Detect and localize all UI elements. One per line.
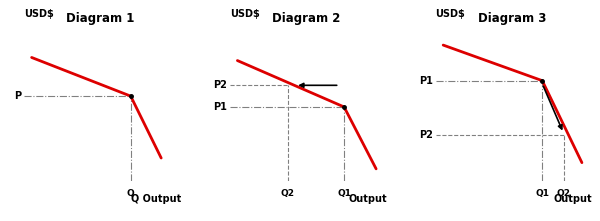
Text: USD$: USD$ (436, 9, 466, 19)
Text: Q1: Q1 (337, 189, 351, 198)
Text: P1: P1 (213, 102, 227, 112)
Text: Q: Q (127, 189, 134, 198)
Text: USD$: USD$ (230, 9, 260, 19)
Title: Diagram 1: Diagram 1 (66, 12, 134, 25)
Title: Diagram 2: Diagram 2 (272, 12, 340, 25)
Text: Q Output: Q Output (131, 194, 181, 204)
Title: Diagram 3: Diagram 3 (478, 12, 546, 25)
Text: P: P (14, 91, 21, 101)
Text: Q2: Q2 (281, 189, 295, 198)
Text: P2: P2 (213, 80, 227, 90)
Text: Output: Output (554, 194, 593, 204)
Text: Q2: Q2 (557, 189, 571, 198)
Text: P1: P1 (419, 76, 433, 86)
Text: P2: P2 (419, 130, 433, 140)
Text: Q1: Q1 (535, 189, 549, 198)
Text: Output: Output (348, 194, 387, 204)
Text: USD$: USD$ (24, 9, 54, 19)
